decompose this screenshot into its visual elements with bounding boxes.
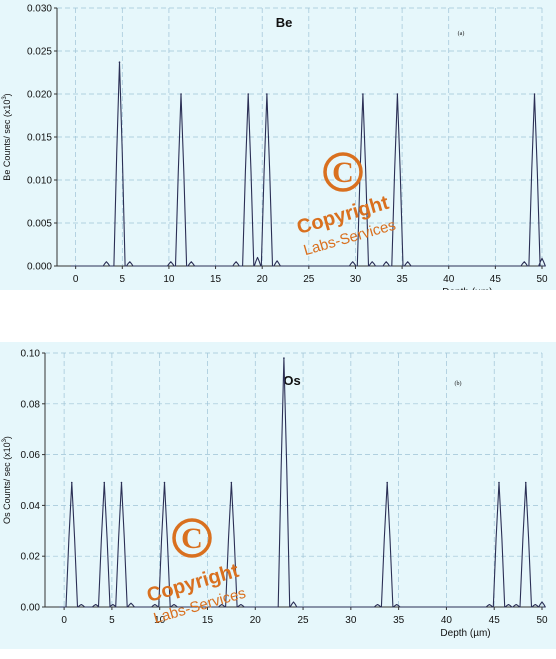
y-tick-label: 0.10 [21, 349, 41, 360]
x-tick-label: 45 [490, 274, 502, 285]
copyright-symbol: C [181, 522, 203, 555]
x-tick-label: 10 [154, 615, 166, 626]
y-tick-label: 0.000 [27, 262, 52, 273]
copyright-symbol-ring [172, 518, 212, 558]
x-tick-label: 20 [250, 615, 262, 626]
peak-point [163, 481, 166, 484]
element-label: Os [283, 373, 300, 388]
y-tick-label: 0.00 [21, 603, 41, 614]
panel-label: (a) [458, 30, 465, 37]
peak-point [498, 481, 500, 484]
chart-panel-be: 0 5 10 15 20 25 30 35 40 45 50 0.000 0.005 0.010 0.015… [0, 0, 556, 290]
peak-point [70, 481, 73, 484]
x-tick-label: 25 [303, 274, 315, 285]
y-axis-label: Be Counts/ sec (x103) [2, 93, 12, 180]
peak-point [524, 481, 527, 484]
y-tick-label: 0.020 [27, 90, 52, 101]
y-tick-label: 0.010 [27, 176, 52, 187]
peak-point [386, 481, 388, 484]
x-tick-label: 15 [202, 615, 214, 626]
y-tick-label: 0.025 [27, 47, 52, 58]
y-tick-label: 0.030 [27, 4, 52, 15]
chart-panel-os: 0 5 10 15 20 25 30 35 40 45 50 0.00 0.02 0.04 0.06 0.08… [0, 342, 556, 649]
x-tick-label: 35 [393, 615, 405, 626]
x-tick-label: 30 [350, 274, 362, 285]
os-depth-profile-chart: 0 5 10 15 20 25 30 35 40 45 50 0.00 0.02 0.04 0.06 0.08… [2, 349, 548, 640]
x-tick-label: 15 [210, 274, 222, 285]
grid [45, 352, 543, 608]
peak-point [120, 481, 123, 484]
x-tick-label: 0 [61, 615, 67, 626]
x-tick-label: 35 [397, 274, 409, 285]
x-tick-label: 0 [73, 274, 79, 285]
panel-label: (b) [455, 380, 462, 387]
x-tick-label: 45 [489, 615, 501, 626]
element-label: Be [276, 15, 293, 30]
x-tick-label: 50 [536, 615, 548, 626]
x-tick-label: 5 [109, 615, 115, 626]
x-tick-label: 50 [536, 274, 548, 285]
x-axis-label: Depth (µm) [442, 287, 492, 290]
data-series-line [71, 61, 546, 267]
x-tick-label: 5 [120, 274, 126, 285]
y-axis-label: Os Counts/ sec (x103) [2, 436, 12, 524]
peak-point [247, 93, 250, 95]
copyright-symbol-ring [323, 152, 363, 192]
peak-point [283, 357, 285, 359]
x-tick-label: 30 [345, 615, 357, 626]
x-tick-label: 40 [443, 274, 455, 285]
y-tick-label: 0.08 [21, 399, 41, 410]
x-tick-label: 10 [163, 274, 175, 285]
copyright-symbol: C [332, 156, 354, 189]
grid [57, 7, 543, 267]
y-tick-label: 0.005 [27, 219, 52, 230]
be-depth-profile-chart: 0 5 10 15 20 25 30 35 40 45 50 0.000 0.005 0.010 0.015… [2, 4, 548, 291]
y-tick-label: 0.04 [21, 501, 41, 512]
y-tick-label: 0.02 [21, 552, 41, 563]
peak-point [396, 93, 399, 95]
peak-point [180, 93, 182, 95]
x-axis-label: Depth (µm) [440, 628, 490, 639]
peak-point [533, 93, 536, 95]
x-tick-label: 40 [441, 615, 453, 626]
data-series-line [59, 357, 546, 608]
peak-point [103, 481, 106, 484]
peak-point [230, 481, 233, 484]
x-tick-label: 20 [257, 274, 269, 285]
peak-point [362, 93, 364, 95]
x-tick-label: 25 [297, 615, 309, 626]
y-tick-label: 0.015 [27, 133, 52, 144]
peak-point [118, 61, 121, 63]
y-tick-label: 0.06 [21, 450, 41, 461]
peak-point [266, 93, 268, 95]
